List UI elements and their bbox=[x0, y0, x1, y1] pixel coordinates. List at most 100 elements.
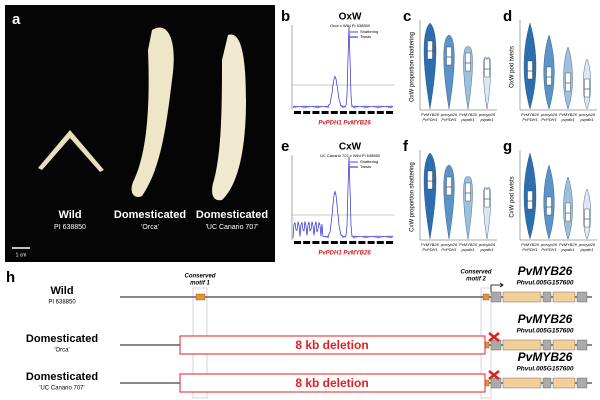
genotype-label: PvPDH1 bbox=[422, 117, 437, 122]
y-axis-label: OxW proportion shattering bbox=[410, 32, 416, 102]
chromosome-block bbox=[321, 241, 329, 244]
genotype-label: pvmyb26 bbox=[440, 112, 458, 117]
gene-label: PvPDH1 bbox=[318, 251, 342, 257]
chromosome-block bbox=[376, 241, 384, 244]
box bbox=[465, 52, 471, 72]
chromosome-block bbox=[294, 111, 301, 114]
track-name: Domesticated bbox=[26, 371, 98, 383]
genotype-label: pvpdh1 bbox=[479, 117, 493, 122]
genotype-label: pvpdh1 bbox=[460, 247, 474, 252]
deletion-cross bbox=[488, 370, 500, 380]
gene-id: Phvul.005G157600 bbox=[516, 366, 573, 373]
genotype-label: PvMYB26 bbox=[521, 242, 540, 247]
motif-label: Conserved bbox=[184, 274, 215, 280]
genotype-label: PvMYB26 bbox=[459, 242, 478, 247]
genotype-label: pvpdh1 bbox=[460, 117, 474, 122]
track-name: Domesticated bbox=[26, 333, 98, 345]
box bbox=[465, 182, 471, 202]
exon bbox=[502, 377, 542, 389]
sample-id: 'UC Canario 707' bbox=[206, 224, 259, 231]
exon bbox=[542, 291, 552, 303]
gene-id: Phvul.005G157600 bbox=[516, 328, 573, 335]
box bbox=[446, 46, 452, 66]
chromosome-block bbox=[367, 111, 375, 114]
box bbox=[565, 72, 571, 92]
panel-label: h bbox=[6, 269, 15, 286]
gene-label: PvMYB26 bbox=[343, 251, 371, 257]
scale-label: 1 cm bbox=[16, 252, 27, 258]
sample-name: Domesticated bbox=[114, 209, 186, 221]
panel-label: a bbox=[12, 11, 21, 28]
chromosome-block bbox=[312, 241, 320, 244]
genotype-label: pvpdh1 bbox=[479, 247, 493, 252]
sample-name: Domesticated bbox=[196, 209, 268, 221]
exon bbox=[490, 339, 502, 351]
violin bbox=[443, 34, 455, 110]
pod-wild bbox=[38, 130, 104, 172]
box bbox=[527, 60, 533, 80]
genotype-label: pvmyb26 bbox=[540, 112, 558, 117]
sample-id: PI 638850 bbox=[54, 224, 86, 231]
deletion-box bbox=[179, 335, 486, 355]
deletion-cross bbox=[488, 332, 500, 342]
exon bbox=[552, 339, 576, 351]
exon bbox=[576, 339, 588, 351]
exon bbox=[576, 377, 588, 389]
tss-arrow bbox=[490, 282, 504, 292]
box bbox=[427, 170, 433, 190]
gene-name: PvMYB26 bbox=[518, 264, 573, 278]
panel-label: c bbox=[403, 8, 411, 25]
exon bbox=[502, 339, 542, 351]
genotype-label: pvmyb26 bbox=[540, 242, 558, 247]
panel-label: d bbox=[503, 8, 512, 25]
gene-name: PvMYB26 bbox=[518, 312, 573, 326]
box bbox=[565, 202, 571, 222]
genotype-label: PvMYB26 bbox=[559, 112, 578, 117]
chromosome-block bbox=[367, 241, 375, 244]
genotype-label: pvmyb26 bbox=[578, 242, 596, 247]
genotype-label: PvPDH1 bbox=[522, 117, 537, 122]
gene-label: PvMYB26 bbox=[343, 121, 371, 127]
track-id: PI 638850 bbox=[48, 300, 76, 306]
chromosome-block bbox=[330, 241, 338, 244]
genotype-label: PvPDH1 bbox=[541, 247, 556, 252]
motif-box bbox=[482, 293, 490, 301]
panel-label: b bbox=[281, 8, 290, 25]
genotype-label: pvmyb26 bbox=[478, 112, 496, 117]
box bbox=[546, 196, 552, 216]
exon bbox=[490, 291, 502, 303]
legend-label: Twists bbox=[360, 34, 371, 39]
genotype-label: PvPDH1 bbox=[541, 117, 556, 122]
motif-box bbox=[195, 293, 206, 301]
box bbox=[527, 190, 533, 210]
chromosome-block bbox=[303, 241, 311, 244]
gene-label: PvPDH1 bbox=[318, 121, 342, 127]
chromosome-block bbox=[294, 241, 301, 244]
gene-id: Phvul.005G157600 bbox=[516, 280, 573, 287]
panel-label: f bbox=[403, 138, 409, 155]
genotype-label: pvpdh1 bbox=[560, 117, 574, 122]
genotype-label: pvmyb26 bbox=[478, 242, 496, 247]
genotype-label: PvMYB26 bbox=[421, 242, 440, 247]
violin bbox=[423, 22, 437, 110]
genotype-label: pvpdh1 bbox=[579, 117, 593, 122]
box bbox=[584, 208, 590, 228]
genotype-label: PvMYB26 bbox=[559, 242, 578, 247]
exon bbox=[552, 377, 576, 389]
genotype-label: PvPDH1 bbox=[522, 247, 537, 252]
y-axis-label: CxW pod twists bbox=[510, 176, 516, 217]
motif-label: motif 1 bbox=[190, 281, 210, 287]
panel-label: g bbox=[503, 138, 512, 155]
exon bbox=[542, 377, 552, 389]
deletion-label: 8 kb deletion bbox=[295, 376, 368, 390]
legend-label: Shattering bbox=[360, 159, 378, 164]
chromosome-block bbox=[376, 111, 384, 114]
legend-label: Twists bbox=[360, 164, 371, 169]
legend-label: Shattering bbox=[360, 29, 378, 34]
chromosome-block bbox=[358, 241, 366, 244]
violin bbox=[443, 164, 455, 240]
genotype-label: PvPDH1 bbox=[441, 117, 456, 122]
chromosome-block bbox=[303, 111, 311, 114]
chromosome-block bbox=[321, 111, 329, 114]
